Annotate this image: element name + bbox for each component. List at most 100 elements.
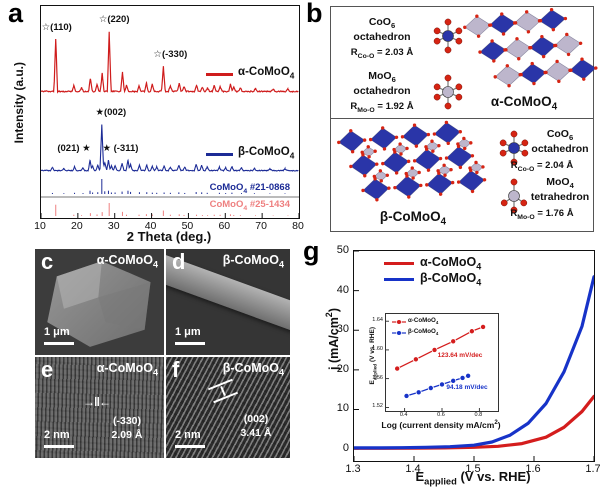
alpha-structure-graphic <box>463 8 598 90</box>
xrd-peak-annotation: (021) ★ <box>57 142 91 154</box>
structure-box-divider <box>330 118 593 119</box>
alpha-tafel-series <box>394 323 487 372</box>
legend-label: β-CoMoO4 <box>420 271 482 288</box>
panel-c-letter: c <box>41 249 54 274</box>
scale-bar-text: 1 μm <box>44 326 70 338</box>
beta-xrd-curve <box>40 124 299 172</box>
xrd-peak-annotation: ☆(-330) <box>153 48 188 60</box>
xrd-x-tick-label: 20 <box>71 220 83 232</box>
xrd-plot-area <box>40 5 300 219</box>
fringe-spacing-marker: →‖← <box>83 395 111 409</box>
lsv-y-tick-label: 10 <box>336 402 349 415</box>
legend-line <box>206 73 233 76</box>
lsv-x-tick-label: 1.5 <box>465 463 481 475</box>
lsv-y-tick-label: 0 <box>342 442 349 455</box>
scale-bar-text: 2 nm <box>44 429 70 441</box>
xrd-x-tick-label: 70 <box>255 220 267 232</box>
lsv-y-tick-label: 20 <box>336 362 349 375</box>
alpha-co-o-bond-length: RCo-O = 2.03 Å <box>350 46 414 60</box>
lsv-x-axis-label: Eapplied (V vs. RHE) <box>415 469 531 487</box>
beta-polarization-curve <box>354 275 594 450</box>
panel-b-letter: b <box>306 0 323 28</box>
reference-sticks <box>51 179 286 194</box>
tafel-legend-label: β-CoMoO4 <box>408 328 439 337</box>
beta-moo4-shape-label: tetrahedron <box>530 190 590 203</box>
xrd-x-tick-label: 50 <box>181 220 194 232</box>
alpha-phase-label: α-CoMoO4 <box>490 94 558 113</box>
xrd-peak-annotation: ★ (-311) <box>102 142 139 154</box>
scale-bar <box>44 445 74 448</box>
lattice-fringes-graphic <box>35 357 164 458</box>
structure-box <box>330 6 594 232</box>
panel-d-letter: d <box>172 249 186 274</box>
legend-label: α-CoMoO4 <box>420 255 482 272</box>
tafel-y-tick-label: 1.60 <box>372 345 383 352</box>
alpha-xrd-curve <box>40 31 299 94</box>
d-spacing-label: 3.41 Å <box>240 427 272 439</box>
tafel-y-tick-label: 1.64 <box>372 317 383 324</box>
reference-card-label: CoMoO4 #25-1434 <box>209 199 290 212</box>
tem-image-alpha: e α-CoMoO4 →‖← (-330) 2.09 Å 2 nm <box>35 357 164 458</box>
legend-label: α-CoMoO4 <box>238 66 295 81</box>
tem-image-beta: f β-CoMoO4 (002) 3.41 Å 2 nm <box>166 357 290 458</box>
beta-coo6-label: CoO6 <box>546 128 574 143</box>
sem-image-beta: d β-CoMoO4 1 μm <box>166 249 290 355</box>
beta-co-o-bond-length: RCo-O = 2.04 Å <box>510 160 574 173</box>
coo6-octahedron-icon <box>494 124 534 172</box>
xrd-x-axis-label: 2 Theta (deg.) <box>126 229 212 244</box>
tafel-x-tick-label: 0.8 <box>474 412 483 418</box>
lsv-y-tick-label: 50 <box>336 244 349 256</box>
tafel-x-tick-label: 0.6 <box>437 412 445 418</box>
beta-phase-label: β-CoMoO4 <box>379 209 447 228</box>
panel-f-phase-label: β-CoMoO4 <box>222 361 284 378</box>
alpha-coo6-shape-label: octahedron <box>353 30 411 43</box>
panel-f-letter: f <box>172 357 180 382</box>
legend-line <box>384 278 414 282</box>
xrd-peak-annotation: ☆(110) <box>41 21 72 33</box>
lsv-x-tick-label: 1.7 <box>585 463 600 475</box>
beta-coo6-shape-label: octahedron <box>531 142 589 155</box>
alpha-coo6-label: CoO6 <box>368 16 396 31</box>
xrd-x-tick-label: 40 <box>144 220 157 232</box>
moo6-octahedron-icon <box>428 68 468 116</box>
panel-c-phase-label: α-CoMoO4 <box>96 253 158 270</box>
lsv-y-axis-label: j (mA/cm2) <box>324 308 342 370</box>
tafel-x-axis-label: Log (current density mA/cm2) <box>381 419 501 430</box>
scale-bar-text: 1 μm <box>175 326 201 338</box>
alpha-mo-o-bond-length: RMo-O = 1.92 Å <box>350 100 414 114</box>
xrd-y-axis-label: Intensity (a.u.) <box>12 62 26 144</box>
lsv-y-tick-label: 30 <box>336 323 349 336</box>
legend-line <box>206 153 233 156</box>
legend-line <box>384 262 414 266</box>
panel-e-phase-label: α-CoMoO4 <box>96 361 158 378</box>
xrd-x-tick-label: 80 <box>292 220 304 232</box>
beta-tafel-series <box>403 372 472 399</box>
scale-bar <box>44 342 74 345</box>
scale-bar <box>175 445 205 448</box>
xrd-peak-annotation: ★(002) <box>95 107 127 118</box>
beta-moo4-label: MoO4 <box>546 176 574 191</box>
panel-e-letter: e <box>41 357 54 382</box>
panel-d-phase-label: β-CoMoO4 <box>222 253 284 270</box>
lsv-x-tick-label: 1.3 <box>345 463 361 475</box>
d-spacing-label: 2.09 Å <box>111 429 143 441</box>
tafel-x-tick-label: 0.4 <box>399 412 408 418</box>
tafel-inset-plot-area <box>385 313 499 412</box>
panel-g-letter: g <box>303 236 320 266</box>
alpha-moo6-shape-label: octahedron <box>353 84 411 97</box>
lattice-plane-label: (-330) <box>112 415 141 427</box>
xrd-x-tick-label: 30 <box>107 220 120 232</box>
sem-image-alpha: c α-CoMoO4 1 μm <box>35 249 164 355</box>
tafel-legend-label: α-CoMoO4 <box>408 317 439 326</box>
legend-label: β-CoMoO4 <box>238 146 295 161</box>
lsv-y-tick-label: 40 <box>336 283 349 296</box>
beta-tafel-slope-label: 94.18 mV/dec <box>446 384 488 391</box>
moo4-tetrahedron-icon <box>494 172 534 220</box>
lsv-x-tick-label: 1.6 <box>525 463 541 475</box>
scale-bar-text: 2 nm <box>175 429 201 441</box>
panel-a-letter: a <box>8 0 24 28</box>
lattice-fringes-graphic <box>166 357 290 458</box>
alpha-moo6-label: MoO6 <box>368 70 396 85</box>
xrd-x-tick-label: 10 <box>34 220 46 232</box>
